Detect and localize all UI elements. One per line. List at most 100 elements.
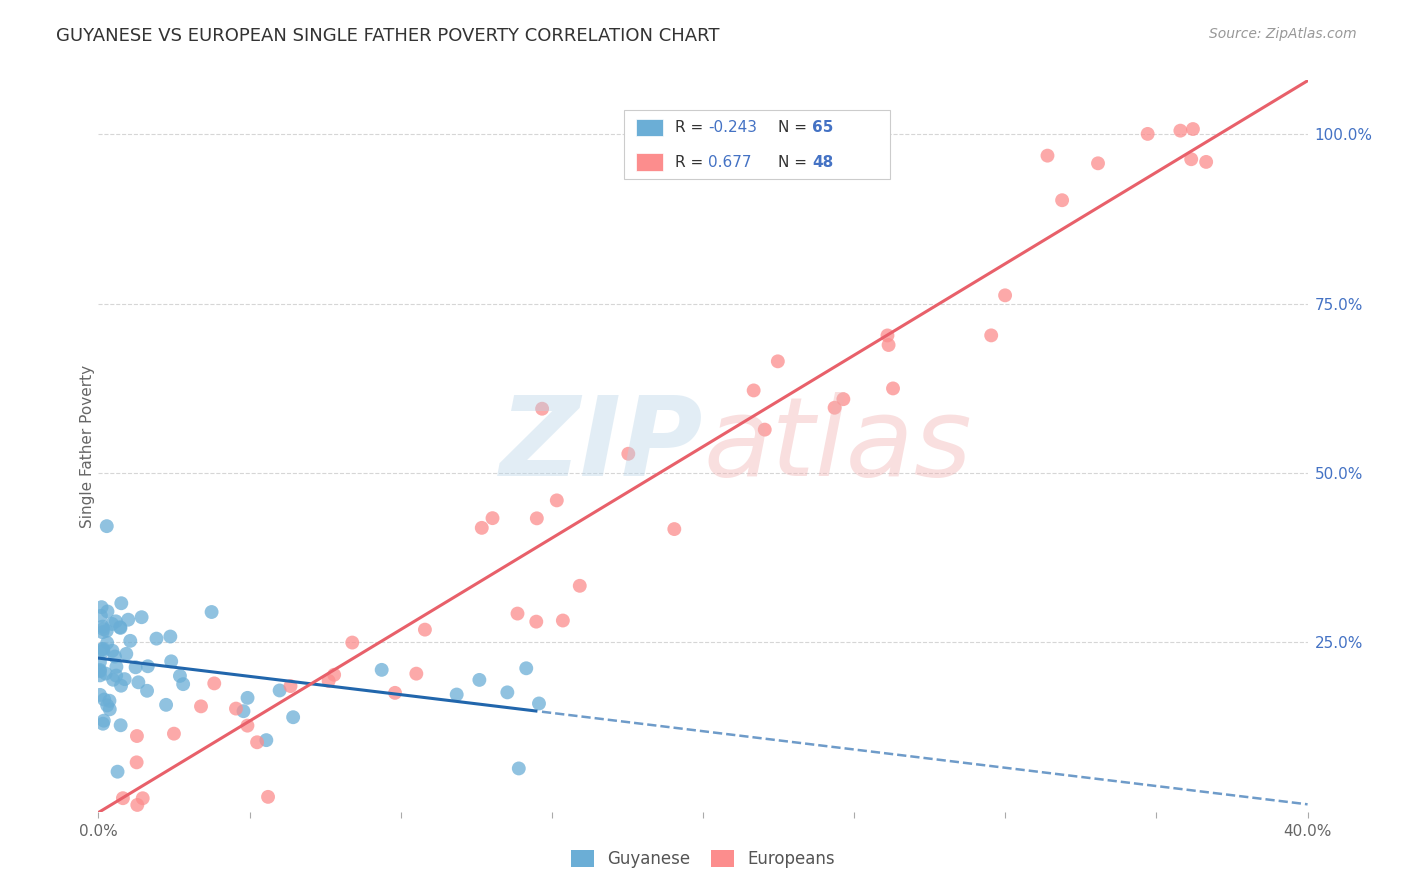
Point [568,579,591,593]
Point [413,623,436,637]
Point [89,688,111,702]
Point [824,401,846,415]
Point [91,619,114,633]
Point [98,702,121,716]
Point [110,621,132,635]
Point [1087,156,1109,170]
Point [526,511,548,525]
Point [132,791,155,805]
Point [110,596,132,610]
Point [111,791,134,805]
Point [481,511,503,525]
Point [515,661,537,675]
Point [110,679,132,693]
Point [1050,193,1073,207]
Point [742,384,765,398]
Point [190,699,212,714]
Point [446,688,468,702]
Point [236,690,259,705]
Text: ZIP: ZIP [499,392,703,500]
Point [114,672,136,686]
Point [89,664,111,678]
Point [89,663,111,677]
Point [766,354,789,368]
Point [125,756,148,770]
Point [1136,127,1159,141]
Point [754,423,776,437]
Point [254,733,277,747]
Point [93,642,115,657]
Text: 48: 48 [811,155,834,169]
Point [202,676,225,690]
Point [155,698,177,712]
Point [527,697,550,711]
Text: Source: ZipAtlas.com: Source: ZipAtlas.com [1209,27,1357,41]
Text: N =: N = [778,120,811,135]
Point [127,797,149,812]
Point [107,764,129,779]
Point [280,679,302,693]
FancyBboxPatch shape [637,153,664,171]
Point [115,647,138,661]
Text: GUYANESE VS EUROPEAN SINGLE FATHER POVERTY CORRELATION CHART: GUYANESE VS EUROPEAN SINGLE FATHER POVER… [56,27,720,45]
Point [994,288,1017,302]
Point [546,493,568,508]
Point [96,636,118,650]
Point [120,633,142,648]
Point [281,710,304,724]
Point [1181,122,1204,136]
Point [200,605,222,619]
Point [96,519,118,533]
Point [524,615,547,629]
Point [269,683,291,698]
Point [323,667,346,681]
Point [1195,155,1218,169]
Point [257,789,280,804]
FancyBboxPatch shape [624,110,890,179]
Point [163,726,186,740]
Point [91,716,114,731]
Point [124,660,146,674]
Point [531,401,554,416]
Point [664,522,686,536]
Point [131,610,153,624]
Point [169,669,191,683]
Point [127,675,149,690]
Point [101,644,124,658]
Point [384,686,406,700]
Point [160,654,183,668]
Point [105,668,128,682]
Point [94,666,117,681]
Point [876,328,898,343]
Point [832,392,855,406]
Point [93,692,115,706]
Point [89,655,111,669]
Text: R =: R = [675,155,713,169]
Point [93,714,115,728]
Point [104,649,127,664]
Point [91,644,114,658]
Point [1180,152,1202,166]
Text: 0.677: 0.677 [707,155,751,169]
Point [342,635,364,649]
Point [91,625,114,640]
Point [232,704,254,718]
Point [246,735,269,749]
Point [236,719,259,733]
Text: -0.243: -0.243 [707,120,756,135]
Point [91,642,114,657]
Text: 65: 65 [811,120,834,135]
Point [159,630,181,644]
Point [468,673,491,687]
Legend: Guyanese, Europeans: Guyanese, Europeans [564,843,842,875]
Point [108,620,131,634]
Text: N =: N = [778,155,811,169]
Point [98,694,121,708]
Point [136,659,159,673]
Point [90,600,112,615]
Point [105,660,128,674]
Point [90,608,112,623]
Point [1170,123,1192,137]
Y-axis label: Single Father Poverty: Single Father Poverty [80,365,94,527]
Point [370,663,392,677]
